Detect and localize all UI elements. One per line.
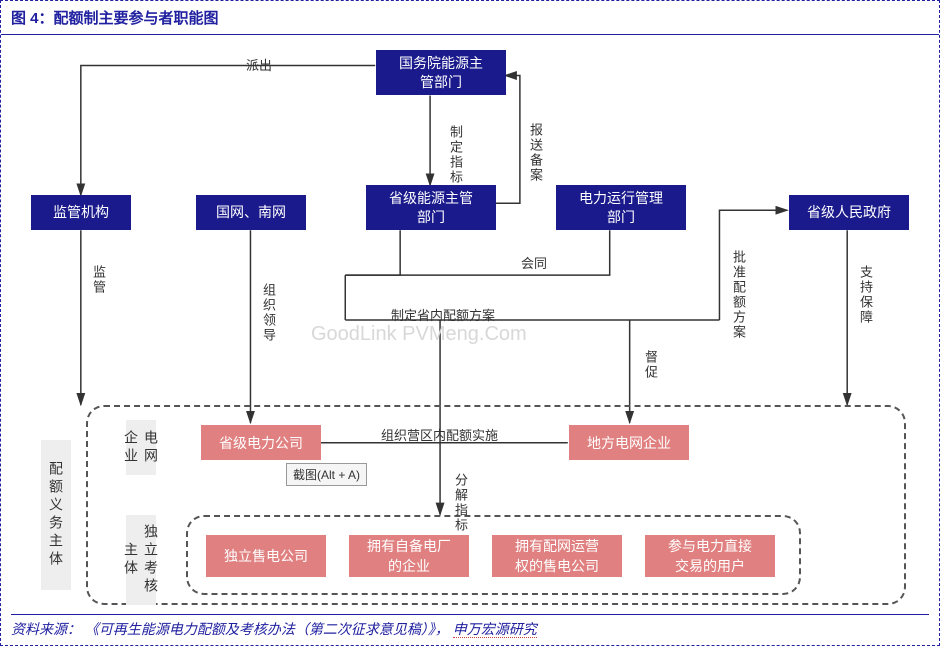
node-provincial-energy-dept: 省级能源主管部门	[366, 185, 496, 230]
node-power-operation-mgmt: 电力运行管理部门	[556, 185, 686, 230]
edge-label-urge: 督促	[641, 350, 660, 380]
node-national-energy-dept: 国务院能源主管部门	[376, 50, 506, 95]
label-grid-enterprise: 电网企业	[126, 420, 156, 475]
edge-label-organize-lead: 组织领导	[259, 283, 278, 343]
figure-title: 图 4：配额制主要参与者职能图	[1, 1, 939, 35]
node-distribution-operator: 拥有配网运营权的售电公司	[492, 535, 622, 577]
edge-label-supervise: 监管	[89, 265, 108, 295]
edge-label-consult: 会同	[521, 253, 547, 272]
edge-label-support: 支持保障	[856, 265, 875, 325]
node-local-grid-enterprise: 地方电网企业	[569, 425, 689, 460]
node-direct-trading-user: 参与电力直接交易的用户	[645, 535, 775, 577]
source-label: 资料来源：	[11, 621, 81, 637]
edge-label-provincial-plan: 制定省内配额方案	[391, 305, 495, 324]
label-quota-obligation-body: 配额义务主体	[41, 440, 71, 590]
edge-label-decompose: 分解指标	[451, 473, 470, 533]
edge-label-approve-plan: 批准配额方案	[729, 250, 748, 340]
source-link: 申万宏源研究	[453, 621, 537, 638]
source-caption: 资料来源： 《可再生能源电力配额及考核办法（第二次征求意见稿）》， 申万宏源研究	[11, 614, 929, 639]
node-provincial-government: 省级人民政府	[789, 195, 909, 230]
screenshot-tooltip: 截图(Alt + A)	[286, 463, 367, 486]
edge-label-org-implement: 组织营区内配额实施	[381, 425, 498, 444]
edge-label-set-target: 制定指标	[446, 125, 465, 185]
label-independent-assess-body: 独立考核主体	[126, 515, 156, 605]
node-state-grid-south-grid: 国网、南网	[196, 195, 306, 230]
watermark-text: GoodLink PVMeng.Com	[311, 323, 527, 346]
source-text: 《可再生能源电力配额及考核办法（第二次征求意见稿）》，	[85, 621, 449, 637]
node-provincial-power-co: 省级电力公司	[201, 425, 321, 460]
edge-label-dispatch: 派出	[246, 55, 272, 74]
node-independent-retailer: 独立售电公司	[206, 535, 326, 577]
node-regulator: 监管机构	[31, 195, 131, 230]
diagram-canvas: GoodLink PVMeng.Com 国务院能源主管部门 监管机构 国网、南网…	[1, 35, 939, 615]
node-self-owned-plant-co: 拥有自备电厂的企业	[349, 535, 469, 577]
edge-label-report: 报送备案	[526, 123, 545, 183]
